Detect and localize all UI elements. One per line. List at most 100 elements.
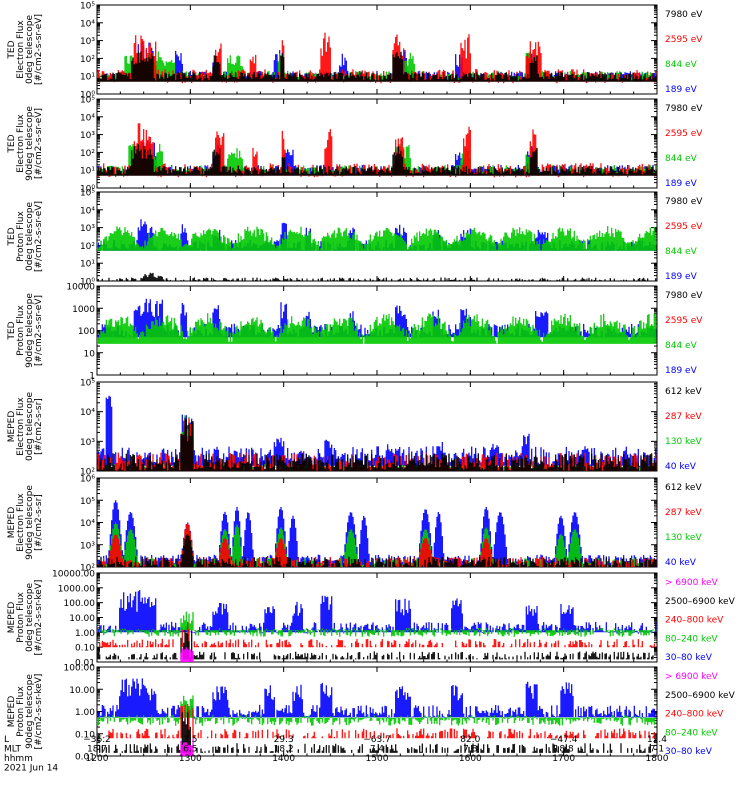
x-tick-label: 12.4 [647,735,667,745]
y-tick-label: 10² [80,564,95,574]
y-axis-label: 90deg telescope [25,293,35,368]
x-tick-label: 7.4 [370,745,385,755]
date-label: 2021 Jun 14 [4,764,58,774]
y-axis-label: Electron Flux [16,397,26,456]
y-tick-label: 100.00 [64,599,96,609]
y-tick-label: 10 [84,349,96,359]
y-axis-label: [#/cm2-s-sr-eV] [34,201,44,272]
legend-entry: 40 keV [665,558,697,568]
y-tick-label: 10¹ [80,167,95,177]
y-tick-label: 0.10 [75,730,95,740]
y-axis-label: [#/cm2-s-sr-keV] [34,674,44,750]
legend-entry: 240–800 keV [665,616,724,626]
legend-entry: 80–240 keV [665,634,718,644]
legend-entry: 2595 eV [665,35,703,45]
series-trace [97,712,651,753]
legend-entry: 612 keV [665,387,702,397]
x-tick-label: 6.5 [183,745,197,755]
legend-entry: 30–80 keV [665,653,713,663]
series-trace [97,313,657,344]
y-axis-label: Proton Flux [16,211,26,262]
y-tick-label: 10³ [80,37,95,47]
y-tick-label: 10⁵ [80,497,95,507]
y-tick-label: 100 [78,327,95,337]
legend-entry: 130 keV [665,533,702,543]
x-tick-label: 1200 [86,754,109,764]
y-tick-label: 10⁴ [80,519,95,529]
y-axis-label: 90deg telescope [25,106,35,181]
y-tick-label: 10² [80,149,95,159]
y-tick-label: 10.00 [69,686,95,696]
legend-entry: 287 keV [665,508,702,518]
legend-entry: 130 keV [665,437,702,447]
panel-2: 10⁰ 10¹ 10² 10³ 10⁴ 10⁵ TED Electron Flux 90deg … [7,96,703,195]
y-axis-label: [#/cm2-s-sr-eV] [34,295,44,366]
y-axis-label: 90deg telescope [25,485,35,560]
y-tick-label: 10.00 [69,614,95,624]
y-axis-label: 0deg telescope [25,392,35,462]
panel-data [97,500,657,567]
series-trace [180,647,194,662]
x-tick-label: 1500 [366,754,389,764]
series-trace [97,272,657,281]
y-tick-label: 0.10 [75,644,95,654]
y-axis-label: Electron Flux [16,20,26,79]
legend-entry: > 6900 keV [665,578,719,588]
y-tick-label: 10³ [80,131,95,141]
y-tick-label: 10000 [66,283,95,293]
legend-entry: 612 keV [665,483,702,493]
y-axis-label: TED [7,321,17,340]
x-row-label: MLT [4,745,22,755]
series-trace [97,678,657,719]
legend-entry: 189 eV [665,85,698,95]
series-trace [97,611,657,637]
panel-data [97,219,657,281]
panel-data [97,32,657,84]
y-tick-label: 10000.00 [52,570,95,580]
panel-data [97,395,657,471]
panel-5: 10² 10³ 10⁴ 10⁵ MEPED Electron Flux 0deg teles… [7,379,702,478]
y-tick-label: 10⁵ [80,96,95,106]
y-tick-label: 100.00 [64,664,96,674]
y-axis-label: 90deg telescope [25,674,35,749]
y-tick-label: 10⁴ [80,113,95,123]
x-row-label: L [4,735,9,745]
panel-4: 1 10 100 1000 10000 TED Proton Flux 90deg teles… [7,283,703,382]
y-axis-label: Proton Flux [16,305,26,356]
y-tick-label: 10⁶ [80,475,95,485]
legend-entry: 844 eV [665,60,698,70]
panel-7: 0.01 0.10 1.00 10.00 100.00 1000.00 10000.00 ME… [7,570,736,669]
panel-data [97,123,657,178]
x-tick-label: 18.7 [87,745,107,755]
x-tick-label: 29.3 [274,735,294,745]
y-tick-label: 10³ [80,224,95,234]
x-tick-label: 7.8 [463,745,478,755]
y-tick-label: 10⁵ [80,2,95,12]
legend-entry: 2500–6900 keV [665,597,736,607]
y-tick-label: 10⁴ [80,206,95,216]
series-trace [97,695,657,726]
y-tick-label: 1000 [72,305,95,315]
series-trace [97,51,657,82]
x-tick-label: 3.5 [183,735,197,745]
y-axis-label: MEPED [7,411,17,443]
y-axis-label: 0deg telescope [25,202,35,272]
y-tick-label: 1 [89,372,95,382]
x-tick-label: 1800 [646,754,669,764]
panel-data [97,678,657,756]
y-axis-label: TED [7,227,17,246]
panel-6: 10² 10³ 10⁴ 10⁵ 10⁶ MEPED Electron Flux 90deg t… [7,475,702,574]
y-axis-label: [#/cm2-s-sr-eV] [34,14,44,85]
legend-entry: 2595 eV [665,222,703,232]
x-tick-label: 1600 [459,754,482,764]
legend-entry: 2595 eV [665,129,703,139]
legend-entry: 7980 eV [665,10,703,20]
legend-entry: 7980 eV [665,291,703,301]
legend-entry: 844 eV [665,247,698,257]
legend-entry: 844 eV [665,341,698,351]
x-tick-label: 1300 [179,754,202,764]
y-tick-label: 0.01 [75,753,95,763]
x-tick-label: −47.4 [550,735,578,745]
legend-entry: 7980 eV [665,197,703,207]
x-tick-label: −36.2 [83,735,111,745]
